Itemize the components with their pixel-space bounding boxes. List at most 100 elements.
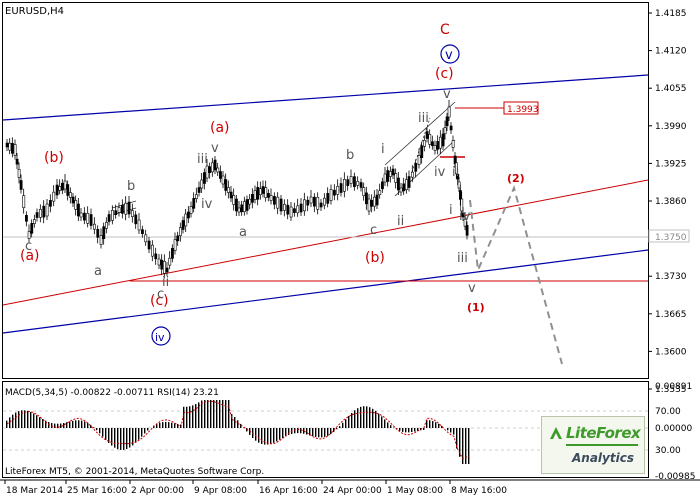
macd-bar — [327, 428, 329, 436]
candle-body — [102, 226, 106, 239]
wave-i-mid: i — [381, 142, 385, 157]
candle-body — [356, 181, 360, 186]
wave-ii-right: ii — [452, 165, 459, 180]
macd-bar — [93, 427, 95, 428]
candle-body — [457, 181, 461, 189]
candle-body — [15, 158, 19, 165]
red-wave-labels: C (c) (a) (b) (a) (b) (c) — [20, 22, 454, 309]
wave-i-right: i — [449, 203, 453, 218]
macd-histogram — [6, 400, 470, 464]
candle-body — [417, 155, 421, 165]
macd-bar — [255, 428, 257, 441]
forecast-wave-labels: (2) (1) — [467, 172, 525, 314]
macd-bar — [405, 428, 407, 433]
wave-b-paren-left: (b) — [44, 150, 64, 166]
macd-bar — [300, 428, 302, 434]
candle-body — [107, 214, 111, 222]
candle-body — [256, 187, 260, 200]
macd-bar — [285, 428, 287, 437]
price-tick-label: 1.4120 — [655, 47, 687, 57]
candle-body — [232, 195, 236, 205]
macd-bar — [339, 426, 341, 428]
macd-bar — [372, 408, 374, 428]
candle-body — [42, 205, 46, 218]
candle-body — [27, 231, 31, 239]
candle-body — [134, 214, 138, 225]
candle-body — [86, 213, 90, 224]
macd-bar — [111, 428, 113, 446]
candle-body — [121, 205, 124, 214]
circle-v-marker — [440, 44, 460, 64]
macd-bar — [297, 428, 299, 434]
candle-body — [261, 186, 265, 194]
candle-body — [83, 212, 86, 221]
candle-body — [197, 187, 201, 193]
macd-bar — [465, 428, 467, 464]
macd-bar — [66, 422, 68, 428]
wave-2-label: (2) — [507, 172, 525, 185]
macd-bar — [441, 425, 443, 428]
macd-bar — [21, 410, 23, 428]
candle-body — [124, 202, 128, 215]
candle-body — [224, 179, 228, 191]
macd-bar — [276, 428, 278, 442]
macd-bar — [51, 423, 53, 428]
time-tick-label: 2 Apr 00:00 — [131, 486, 184, 496]
macd-bar — [417, 428, 419, 431]
wave-c-right: c — [370, 223, 377, 238]
macd-bar — [303, 428, 305, 434]
candle-body — [389, 171, 392, 177]
candle-body — [303, 199, 306, 212]
candle-body — [235, 198, 238, 212]
macd-bar — [15, 412, 17, 428]
liteforex-analytics-logo: LiteForex Analytics — [541, 416, 645, 474]
candle-body — [428, 134, 432, 145]
macd-bar — [105, 428, 107, 440]
candle-body — [269, 195, 273, 201]
candle-body — [33, 219, 36, 224]
candle-body — [407, 176, 411, 188]
macd-bar — [99, 428, 101, 434]
macd-bar — [273, 428, 275, 443]
macd-bar — [390, 425, 392, 428]
macd-bar — [360, 406, 362, 428]
indicator-label: MACD(5,34,5) -0.00822 -0.00711 RSI(14) 2… — [5, 388, 219, 398]
macd-bar — [336, 428, 338, 430]
macd-bar — [204, 400, 206, 428]
candle-body — [443, 127, 447, 134]
wave-a-paren-left: (a) — [20, 248, 40, 264]
candle-body — [293, 208, 296, 213]
wedge-dashed — [411, 117, 431, 173]
candle-body — [160, 259, 164, 270]
macd-bar — [342, 422, 344, 428]
candle-body — [365, 192, 368, 205]
candle-body — [375, 194, 379, 206]
candle-body — [79, 212, 83, 218]
wedge-line-upper — [384, 101, 456, 166]
macd-bar — [198, 402, 200, 428]
candle-body — [362, 187, 366, 196]
macd-bar — [312, 428, 314, 437]
indicator-tick-label: 0.00000 — [655, 424, 692, 434]
macd-bar — [426, 419, 428, 428]
candle-body — [264, 187, 268, 198]
candle-body — [420, 145, 424, 158]
wave-ii-bottom: ii — [162, 275, 169, 290]
candle-body — [131, 210, 134, 217]
candle-body — [187, 211, 190, 219]
candle-body — [329, 189, 333, 201]
candle-body — [439, 136, 442, 149]
wave-iii-top: iii — [418, 111, 429, 126]
macd-bar — [408, 428, 410, 433]
macd-bar — [60, 423, 62, 428]
candlestick-series — [5, 100, 469, 279]
macd-bar — [78, 420, 80, 428]
macd-bar — [456, 428, 458, 449]
indicator-tick-label: 70.00 — [655, 407, 681, 417]
candle-body — [5, 142, 9, 148]
candle-body — [203, 172, 206, 184]
candle-body — [286, 204, 290, 215]
time-tick-label: 9 Apr 08:00 — [194, 486, 247, 496]
macd-bar — [462, 428, 464, 464]
